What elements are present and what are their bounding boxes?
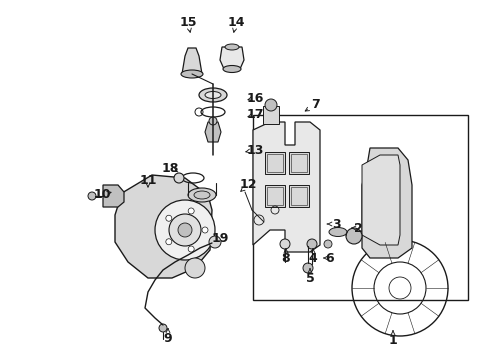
Circle shape — [178, 223, 192, 237]
Polygon shape — [115, 175, 212, 278]
Text: 15: 15 — [179, 15, 197, 28]
Circle shape — [185, 258, 205, 278]
Circle shape — [174, 173, 184, 183]
Circle shape — [155, 200, 215, 260]
Circle shape — [166, 215, 172, 221]
Circle shape — [265, 99, 277, 111]
Circle shape — [166, 239, 172, 245]
Text: 12: 12 — [239, 179, 257, 192]
Bar — [289, 152, 309, 174]
Bar — [265, 185, 285, 207]
Polygon shape — [362, 155, 400, 245]
Polygon shape — [182, 48, 202, 74]
Ellipse shape — [181, 70, 203, 78]
Circle shape — [303, 263, 313, 273]
Circle shape — [202, 227, 208, 233]
Bar — [263, 106, 279, 124]
Circle shape — [307, 239, 317, 249]
Circle shape — [324, 240, 332, 248]
Text: 14: 14 — [227, 15, 245, 28]
Bar — [265, 152, 285, 174]
Text: 3: 3 — [332, 217, 341, 230]
Ellipse shape — [194, 191, 210, 199]
Ellipse shape — [205, 91, 221, 99]
Ellipse shape — [223, 66, 241, 72]
Circle shape — [188, 246, 194, 252]
Ellipse shape — [225, 44, 239, 50]
Circle shape — [280, 239, 290, 249]
Polygon shape — [220, 47, 244, 69]
Bar — [291, 154, 307, 172]
Bar — [291, 187, 307, 205]
Text: 5: 5 — [306, 271, 315, 284]
Text: 13: 13 — [246, 144, 264, 157]
Bar — [253, 115, 468, 300]
Text: 9: 9 — [164, 332, 172, 345]
Text: 11: 11 — [139, 174, 157, 186]
Bar — [267, 154, 283, 172]
Polygon shape — [362, 148, 412, 258]
Circle shape — [88, 192, 96, 200]
Text: 4: 4 — [309, 252, 318, 265]
Ellipse shape — [188, 188, 216, 202]
Polygon shape — [103, 185, 124, 207]
Text: 2: 2 — [354, 221, 363, 234]
Text: 6: 6 — [326, 252, 334, 265]
Ellipse shape — [329, 228, 347, 237]
Text: 7: 7 — [311, 99, 319, 112]
Text: 8: 8 — [282, 252, 290, 265]
Circle shape — [159, 324, 167, 332]
Text: 17: 17 — [246, 108, 264, 122]
Ellipse shape — [199, 88, 227, 102]
Circle shape — [188, 208, 194, 214]
Bar — [267, 187, 283, 205]
Circle shape — [346, 228, 362, 244]
Text: 1: 1 — [389, 333, 397, 346]
Circle shape — [209, 236, 221, 248]
Polygon shape — [205, 122, 221, 142]
Text: 10: 10 — [93, 189, 111, 202]
Polygon shape — [253, 122, 320, 252]
Text: 19: 19 — [211, 231, 229, 244]
Circle shape — [209, 117, 217, 125]
Bar — [289, 185, 309, 207]
Text: 16: 16 — [246, 91, 264, 104]
Circle shape — [169, 214, 201, 246]
Text: 18: 18 — [161, 162, 179, 175]
